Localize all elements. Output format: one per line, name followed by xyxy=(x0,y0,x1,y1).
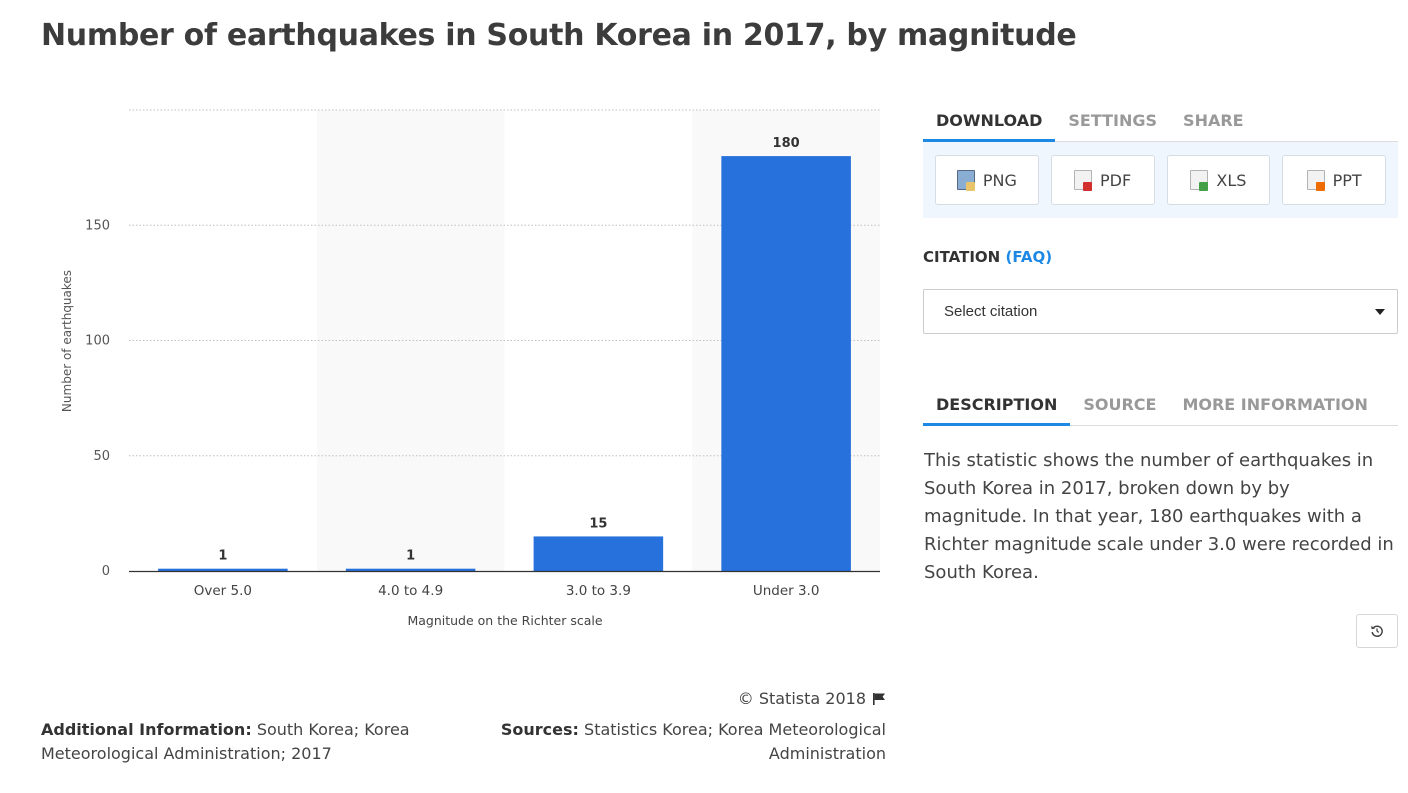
download-ppt-label: PPT xyxy=(1332,170,1362,190)
caret-down-icon xyxy=(1375,308,1385,315)
bar[interactable] xyxy=(533,536,664,571)
download-png-label: PNG xyxy=(982,170,1017,190)
tab-settings[interactable]: SETTINGS xyxy=(1068,111,1158,130)
download-pdf-label: PDF xyxy=(1100,170,1132,190)
tab-download[interactable]: DOWNLOAD xyxy=(923,104,1056,142)
sources-text: Statistics Korea; Korea Meteorological A… xyxy=(584,720,886,763)
x-tick-label: Under 3.0 xyxy=(753,583,820,599)
tab-description[interactable]: DESCRIPTION xyxy=(923,388,1071,426)
download-xls-label: XLS xyxy=(1216,170,1247,190)
download-pdf-button[interactable]: PDF xyxy=(1050,155,1155,205)
description-text: This statistic shows the number of earth… xyxy=(924,450,1394,583)
reset-button[interactable] xyxy=(1356,614,1398,648)
y-axis-ticks: 0 50 100 150 xyxy=(85,218,110,579)
sources-label: Sources: xyxy=(500,720,579,739)
xls-file-icon xyxy=(1190,170,1209,191)
x-axis-ticks: Over 5.0 4.0 to 4.9 3.0 to 3.9 Under 3.0 xyxy=(194,583,820,599)
data-label: 15 xyxy=(589,516,607,531)
page-title: Number of earthquakes in South Korea in … xyxy=(41,18,1077,53)
data-label: 1 xyxy=(218,549,227,564)
copyright-text: © Statista 2018 xyxy=(737,689,866,708)
bar[interactable] xyxy=(345,568,476,571)
x-tick-label: 4.0 to 4.9 xyxy=(378,583,443,599)
tab-share[interactable]: SHARE xyxy=(1183,111,1244,130)
faq-link[interactable]: (FAQ) xyxy=(1005,248,1053,266)
citation-select-value: Select citation xyxy=(944,303,1038,320)
x-axis-label: Magnitude on the Richter scale xyxy=(407,613,602,628)
flag-icon[interactable] xyxy=(872,692,886,706)
sources: Sources: Statistics Korea; Korea Meteoro… xyxy=(486,718,886,766)
y-axis-label: Number of earthquakes xyxy=(60,270,74,412)
download-xls-button[interactable]: XLS xyxy=(1166,155,1271,205)
data-labels: 1 1 15 180 xyxy=(218,136,799,564)
bar-chart: 0 50 100 150 1 1 15 180 Over 5.0 4.0 to 4.9 3.0 … xyxy=(60,109,880,628)
copyright: © Statista 2018 xyxy=(738,689,886,708)
download-ppt-button[interactable]: PPT xyxy=(1282,155,1386,205)
png-file-icon xyxy=(956,170,975,191)
tab-source[interactable]: SOURCE xyxy=(1083,395,1157,414)
download-tabs: DOWNLOAD SETTINGS SHARE xyxy=(923,104,1398,142)
info-tabs: DESCRIPTION SOURCE MORE INFORMATION xyxy=(923,388,1398,426)
download-png-button[interactable]: PNG xyxy=(935,155,1039,205)
bar[interactable] xyxy=(721,156,851,571)
y-tick-label: 0 xyxy=(102,564,110,579)
tab-more-information[interactable]: MORE INFORMATION xyxy=(1182,395,1368,414)
additional-information: Additional Information: South Korea; Kor… xyxy=(41,718,441,766)
data-label: 1 xyxy=(406,549,415,564)
pdf-file-icon xyxy=(1074,170,1093,191)
data-label: 180 xyxy=(773,136,800,151)
citation-label: CITATION (FAQ) xyxy=(923,248,1052,266)
y-tick-label: 150 xyxy=(85,218,110,233)
additional-info-label: Additional Information: xyxy=(41,720,252,739)
citation-select[interactable]: Select citation xyxy=(923,289,1398,334)
additional-info-text: South Korea; Korea Meteorological Admini… xyxy=(41,720,410,763)
citation-label-text: CITATION xyxy=(923,248,1001,266)
y-tick-label: 100 xyxy=(85,334,110,349)
x-tick-label: 3.0 to 3.9 xyxy=(566,583,631,599)
reset-icon xyxy=(1371,625,1383,638)
gridlines xyxy=(129,109,880,457)
download-panel: PNG PDF XLS PPT xyxy=(923,142,1398,218)
y-tick-label: 50 xyxy=(93,449,110,464)
bar-series xyxy=(158,156,851,571)
bar[interactable] xyxy=(158,568,288,571)
x-tick-label: Over 5.0 xyxy=(194,583,252,599)
ppt-file-icon xyxy=(1306,170,1325,191)
